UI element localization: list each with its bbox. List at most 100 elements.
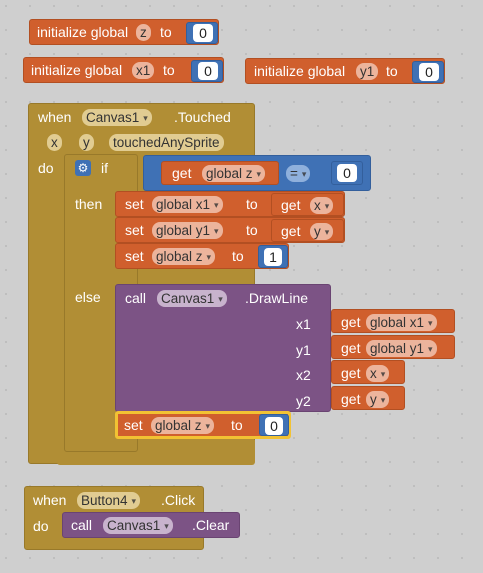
chevron-down-icon: ▾ [301,169,307,179]
else-label: else [75,289,101,305]
component-dropdown[interactable]: Button4 ▾ [77,492,141,509]
var-name: global x1 [156,197,211,212]
set-global-x1-block[interactable]: set global x1 ▾ to get x ▾ [115,191,345,217]
chevron-down-icon: ▾ [380,369,386,379]
var-dropdown[interactable]: global y1 ▾ [152,222,223,239]
number-block[interactable]: 0 [331,161,363,185]
init-global-label: initialize global [254,63,346,79]
init-global-x1-block[interactable]: initialize global x1 to 0 [23,57,224,83]
when-label: when [33,492,67,508]
number-field[interactable]: 1 [264,248,282,266]
var-dropdown[interactable]: y ▾ [310,223,334,240]
component-dropdown[interactable]: Canvas1 ▾ [157,290,227,307]
event-name: .Click [161,492,196,508]
chevron-down-icon: ▾ [324,227,330,237]
var-name: global y1 [370,341,425,356]
chevron-down-icon: ▾ [256,169,262,179]
arg-y2-label: y2 [296,393,311,409]
param-y[interactable]: y [79,134,94,151]
get-y-arg-block[interactable]: get y ▾ [331,386,405,410]
set-global-y1-block[interactable]: set global y1 ▾ to get y ▾ [115,217,345,243]
compare-block[interactable]: get global z ▾ = ▾ 0 [143,155,371,191]
var-dropdown[interactable]: x ▾ [310,197,334,214]
to-label: to [231,417,243,433]
set-global-z-0-block[interactable]: set global z ▾ to 0 [115,411,291,439]
call-clear-block[interactable]: call Canvas1 ▾ .Clear [62,512,240,538]
to-label: to [232,248,244,264]
get-label: get [341,340,361,356]
chevron-down-icon: ▾ [214,226,219,236]
var-name: global z [156,249,203,264]
var-name: global y1 [156,223,211,238]
chevron-down-icon: ▾ [428,344,433,354]
call-drawline-block[interactable]: call Canvas1 ▾ .DrawLine x1 y1 x2 y2 [115,284,331,412]
component-dropdown[interactable]: Canvas1 ▾ [103,517,173,534]
var-dropdown[interactable]: y ▾ [366,391,390,408]
chevron-down-icon: ▾ [428,318,433,328]
number-block[interactable]: 0 [259,414,289,436]
var-name: global z [155,418,202,433]
operator-dropdown[interactable]: = ▾ [286,165,311,182]
get-x-block[interactable]: get x ▾ [271,193,344,216]
set-label: set [125,196,144,212]
number-field[interactable]: 0 [193,24,213,42]
init-global-y1-block[interactable]: initialize global y1 to 0 [245,58,445,84]
get-global-y1-block[interactable]: get global y1 ▾ [331,335,455,359]
gear-icon[interactable]: ⚙ [75,160,91,176]
chevron-down-icon: ▾ [164,521,169,531]
number-block[interactable]: 0 [412,61,444,83]
number-block[interactable]: 0 [191,60,223,82]
get-global-x1-block[interactable]: get global x1 ▾ [331,309,455,333]
param-x[interactable]: x [47,134,62,151]
get-x-arg-block[interactable]: get x ▾ [331,360,405,384]
get-global-z-block[interactable]: get global z ▾ [161,161,279,185]
chevron-down-icon: ▾ [143,113,148,123]
var-name-field[interactable]: z [136,24,151,41]
var-name-field[interactable]: x1 [132,62,155,79]
set-global-z-1-block[interactable]: set global z ▾ to 1 [115,243,289,269]
do-label: do [38,160,54,176]
component-dropdown[interactable]: Canvas1 ▾ [82,109,152,126]
chevron-down-icon: ▾ [380,395,386,405]
method-name: .DrawLine [245,290,309,306]
get-label: get [172,165,192,181]
var-dropdown[interactable]: global z ▾ [151,417,215,434]
get-label: get [341,314,361,330]
var-dropdown[interactable]: global x1 ▾ [152,196,223,213]
number-block[interactable]: 0 [186,22,218,44]
var-name: y [314,224,321,239]
if-label: if [101,160,108,176]
number-field[interactable]: 0 [198,62,218,80]
chevron-down-icon: ▾ [214,200,219,210]
param-touched-any-sprite[interactable]: touchedAnySprite [109,134,224,151]
number-field[interactable]: 0 [419,63,439,81]
init-global-label: initialize global [37,24,129,40]
to-label: to [246,222,258,238]
number-block[interactable]: 1 [258,245,288,268]
get-y-block[interactable]: get y ▾ [271,219,344,242]
var-name: y [370,392,377,407]
set-label: set [125,248,144,264]
arg-y1-label: y1 [296,342,311,358]
do-label: do [33,518,49,534]
method-name: .Clear [192,517,230,533]
var-name: global x1 [370,315,425,330]
to-label: to [246,196,258,212]
to-label: to [160,24,172,40]
get-label: get [341,391,361,407]
init-global-label: initialize global [31,62,123,78]
var-name: x [314,198,321,213]
var-name: x [370,366,377,381]
chevron-down-icon: ▾ [131,496,137,506]
var-dropdown[interactable]: global y1 ▾ [366,340,437,357]
number-field[interactable]: 0 [265,417,283,435]
var-dropdown[interactable]: global x1 ▾ [366,314,437,331]
operator: = [290,166,298,181]
var-dropdown[interactable]: x ▾ [366,365,390,382]
chevron-down-icon: ▾ [205,421,211,431]
init-global-z-block[interactable]: initialize global z to 0 [29,19,219,45]
var-name-field[interactable]: y1 [356,63,379,80]
var-dropdown[interactable]: global z ▾ [152,248,216,265]
var-dropdown[interactable]: global z ▾ [202,165,266,182]
number-field[interactable]: 0 [337,164,357,182]
